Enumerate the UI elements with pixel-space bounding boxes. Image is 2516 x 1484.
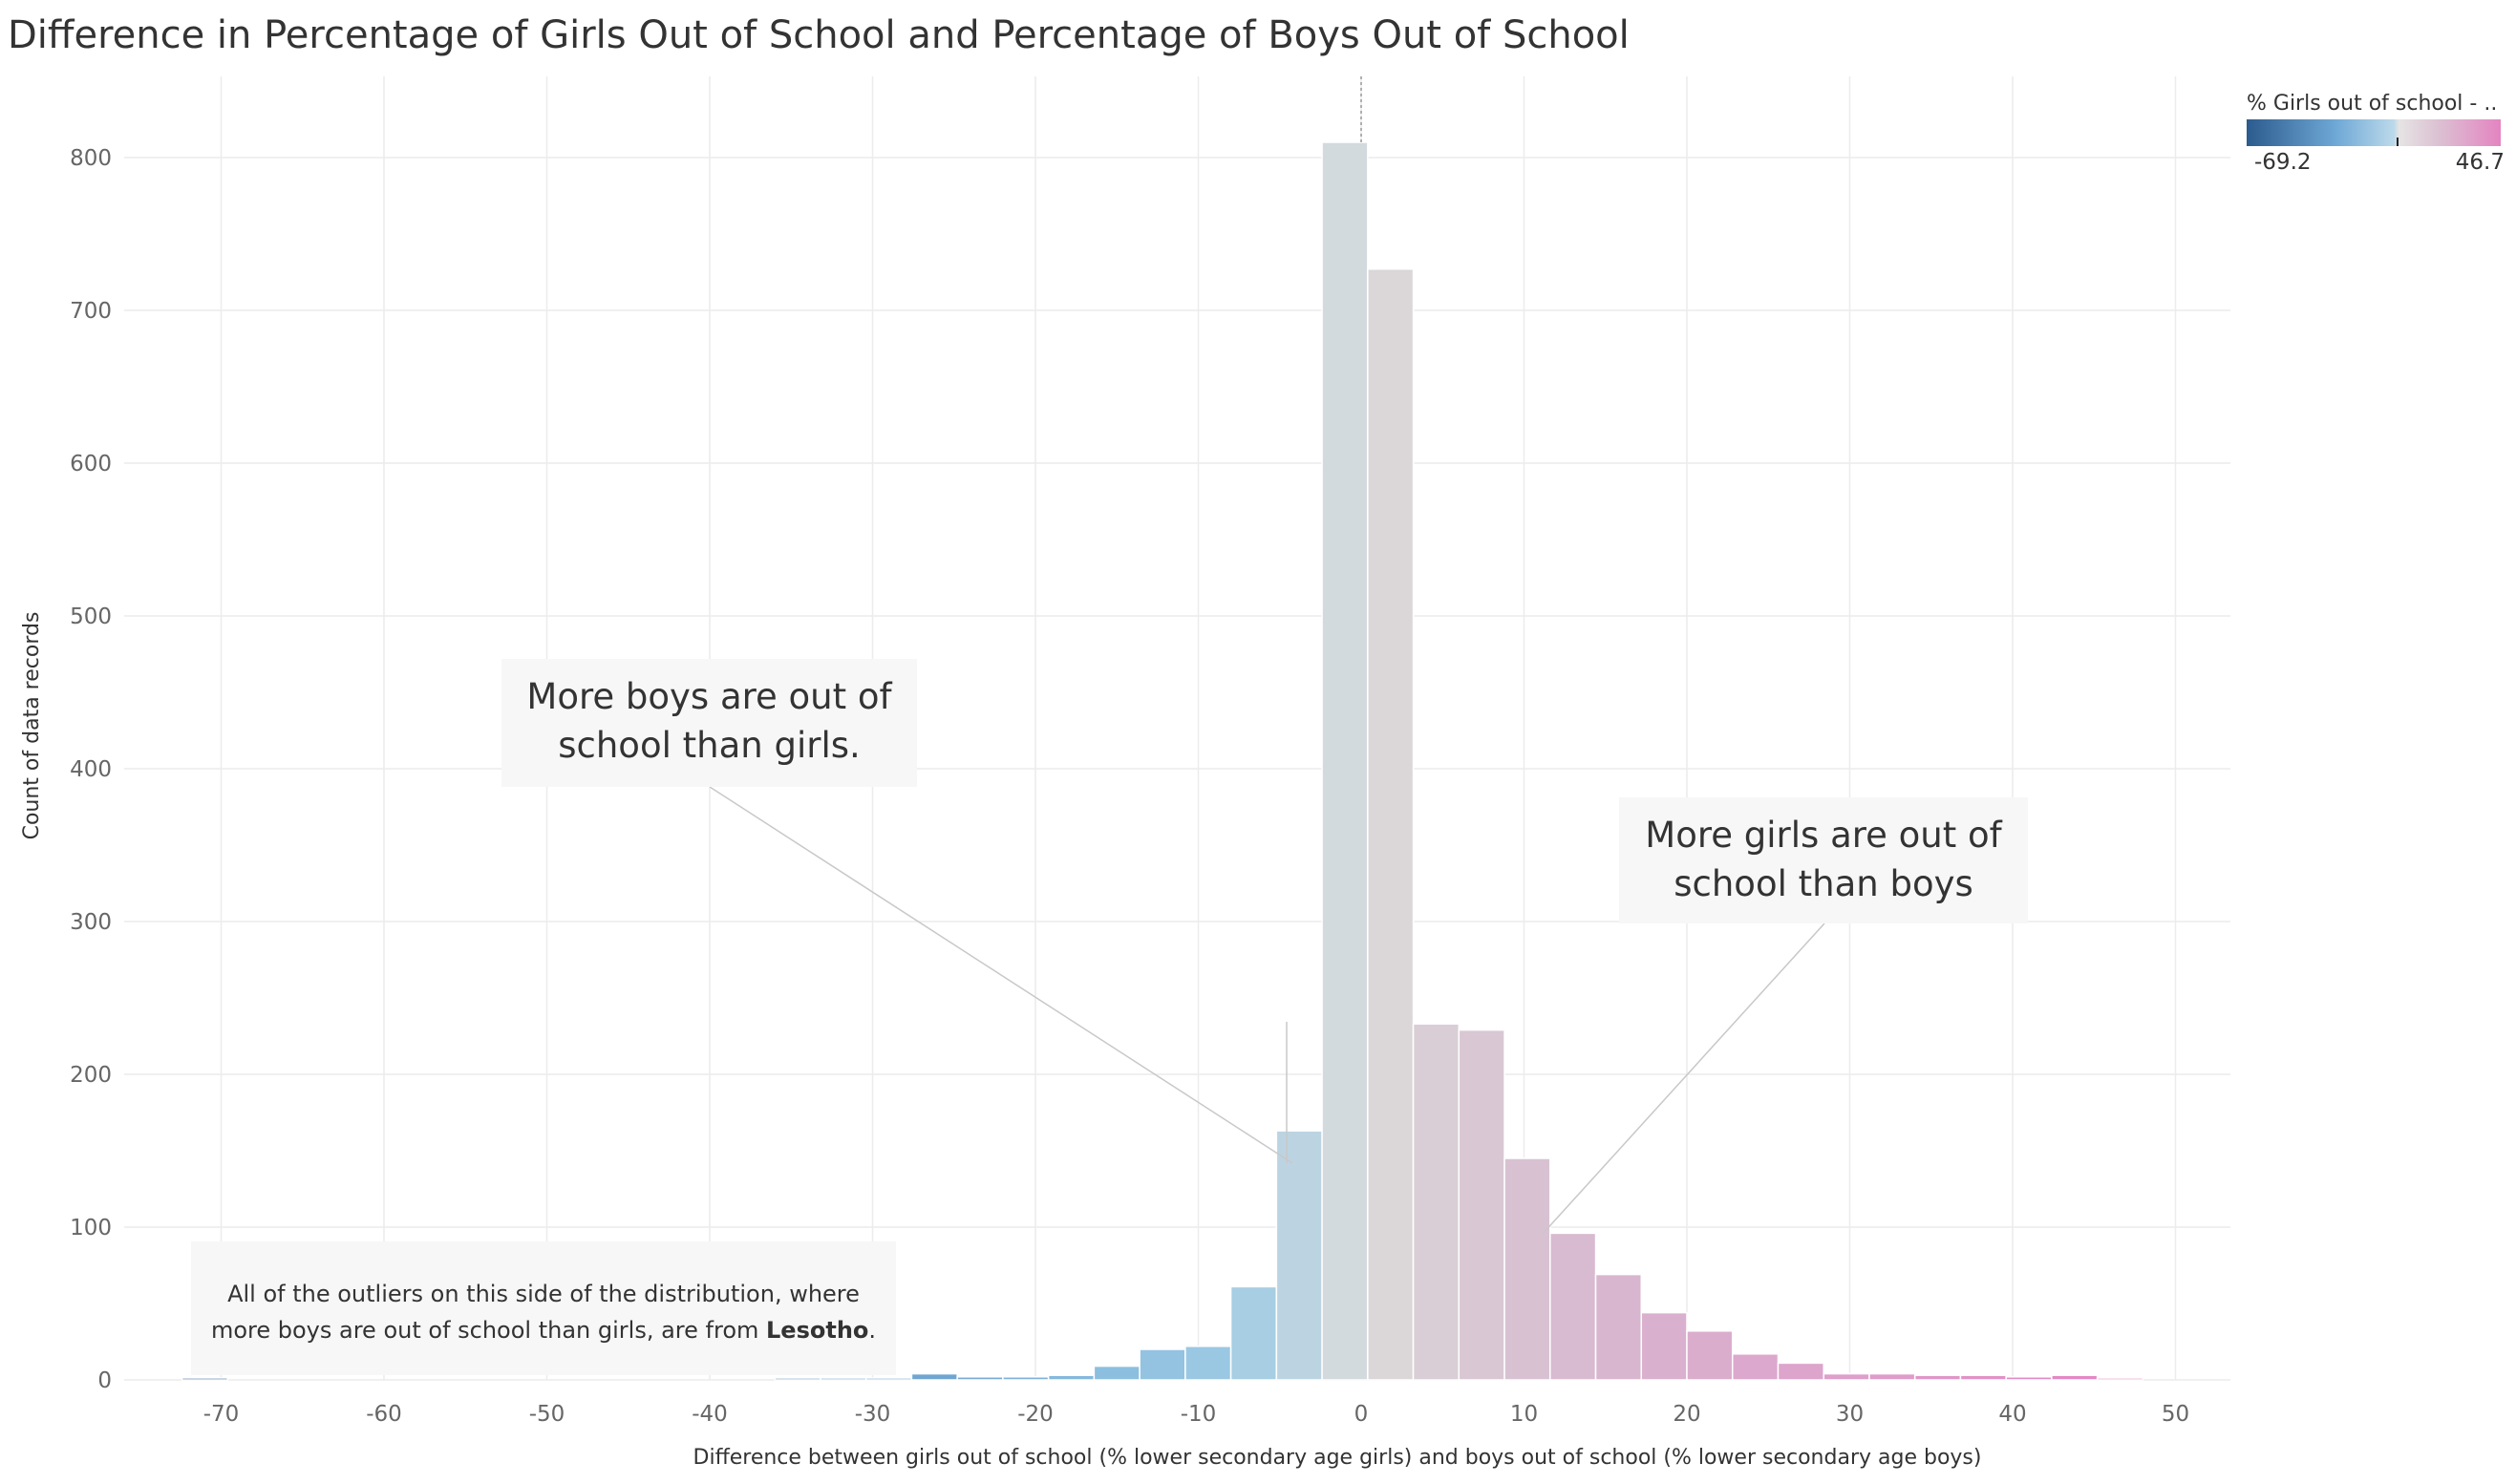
callout-boys-line1: More boys are out of bbox=[526, 676, 892, 717]
histogram-bar bbox=[1549, 1232, 1597, 1381]
histogram-bar bbox=[1686, 1330, 1734, 1381]
callout-outliers-country: Lesotho bbox=[766, 1317, 869, 1344]
legend-title: % Girls out of school - .. bbox=[2247, 92, 2498, 116]
y-tick-label: 500 bbox=[70, 604, 112, 629]
y-axis-ticks: 0 100 200 300 400 500 600 700 800 bbox=[70, 146, 112, 1393]
y-tick-label: 0 bbox=[97, 1368, 112, 1393]
histogram-bar bbox=[910, 1372, 958, 1381]
histogram-bar bbox=[1139, 1348, 1186, 1381]
histogram-bar bbox=[1640, 1311, 1688, 1381]
histogram-bar bbox=[1868, 1372, 1916, 1381]
x-tick-label: -20 bbox=[1017, 1402, 1054, 1427]
histogram-bar bbox=[1777, 1362, 1824, 1381]
x-tick-label: -40 bbox=[692, 1402, 728, 1427]
callout-outliers-note: All of the outliers on this side of the … bbox=[191, 1241, 896, 1375]
histogram-bar bbox=[1823, 1372, 1870, 1381]
x-tick-label: -70 bbox=[203, 1402, 240, 1427]
callout-more-girls: More girls are out of school than boys bbox=[1619, 797, 2028, 923]
x-tick-label: -10 bbox=[1181, 1402, 1217, 1427]
callout-outliers-line1: All of the outliers on this side of the … bbox=[227, 1281, 860, 1307]
histogram-bar bbox=[820, 1377, 867, 1381]
histogram-bar bbox=[1047, 1374, 1096, 1381]
histogram-bar bbox=[1913, 1374, 1962, 1381]
histogram-bar bbox=[1275, 1130, 1323, 1381]
callout-outliers-line2-end: . bbox=[868, 1317, 877, 1344]
histogram-bar bbox=[2096, 1377, 2144, 1381]
histogram-bar bbox=[1229, 1285, 1278, 1381]
x-tick-label: 10 bbox=[1510, 1402, 1538, 1427]
histogram-bar bbox=[181, 1377, 229, 1381]
x-tick-label: 0 bbox=[1354, 1402, 1369, 1427]
histogram-bar bbox=[1367, 268, 1415, 1381]
histogram-bar bbox=[1458, 1028, 1505, 1381]
legend-max-label: 46.7 bbox=[2455, 150, 2505, 175]
histogram-bar bbox=[2051, 1374, 2099, 1381]
histogram-bar bbox=[1594, 1273, 1643, 1381]
histogram-bar bbox=[774, 1377, 821, 1381]
chart-title: Difference in Percentage of Girls Out of… bbox=[8, 13, 1630, 57]
histogram-bar bbox=[1184, 1346, 1232, 1381]
x-tick-label: 20 bbox=[1673, 1402, 1700, 1427]
callout-boys-line2: school than girls. bbox=[558, 725, 861, 766]
histogram-bar bbox=[864, 1377, 913, 1381]
x-tick-label: -30 bbox=[855, 1402, 891, 1427]
callout-outliers-line2-text: more boys are out of school than girls, … bbox=[210, 1317, 767, 1344]
y-tick-label: 100 bbox=[70, 1216, 112, 1240]
y-tick-label: 400 bbox=[70, 757, 112, 782]
y-tick-label: 200 bbox=[70, 1063, 112, 1088]
legend-gradient-bar bbox=[2247, 119, 2501, 146]
histogram-bar bbox=[1503, 1157, 1551, 1381]
histogram-bar bbox=[1093, 1365, 1141, 1381]
histogram-bar bbox=[1731, 1353, 1780, 1381]
x-axis-title: Difference between girls out of school (… bbox=[693, 1446, 1982, 1470]
histogram-bar bbox=[1321, 141, 1369, 1381]
x-tick-label: 40 bbox=[1998, 1402, 2026, 1427]
x-tick-label: -60 bbox=[366, 1402, 402, 1427]
legend-min-label: -69.2 bbox=[2254, 150, 2312, 175]
callout-girls-line1: More girls are out of bbox=[1645, 815, 2002, 856]
callout-outliers-line2: more boys are out of school than girls, … bbox=[191, 1312, 896, 1348]
grid-lines bbox=[124, 76, 2230, 1381]
y-tick-label: 700 bbox=[70, 299, 112, 324]
x-axis-ticks: -70 -60 -50 -40 -30 -20 -10 0 10 20 30 40 50 bbox=[203, 1402, 2189, 1427]
histogram-bar bbox=[2005, 1376, 2053, 1381]
callout-boys-leader-line bbox=[709, 786, 1293, 1164]
x-tick-label: -50 bbox=[529, 1402, 565, 1427]
callout-girls-pointer-line bbox=[1542, 922, 1825, 1235]
legend-zero-marker bbox=[2397, 138, 2399, 146]
callout-girls-line2: school than boys bbox=[1674, 863, 1973, 904]
histogram-bar bbox=[1412, 1023, 1461, 1381]
x-tick-label: 30 bbox=[1836, 1402, 1864, 1427]
histogram-bars bbox=[181, 141, 2144, 1381]
legend-labels: -69.2 46.7 bbox=[2247, 150, 2505, 179]
histogram-bar bbox=[1002, 1376, 1050, 1381]
histogram-bar bbox=[956, 1376, 1004, 1381]
x-tick-label: 50 bbox=[2162, 1402, 2189, 1427]
y-axis-title: Count of data records bbox=[20, 612, 44, 840]
color-legend: % Girls out of school - .. -69.2 46.7 bbox=[2247, 92, 2506, 179]
histogram-bar bbox=[1959, 1374, 2007, 1381]
y-tick-label: 600 bbox=[70, 452, 112, 477]
y-tick-label: 800 bbox=[70, 146, 112, 171]
callout-more-boys: More boys are out of school than girls. bbox=[501, 659, 917, 787]
y-tick-label: 300 bbox=[70, 910, 112, 935]
